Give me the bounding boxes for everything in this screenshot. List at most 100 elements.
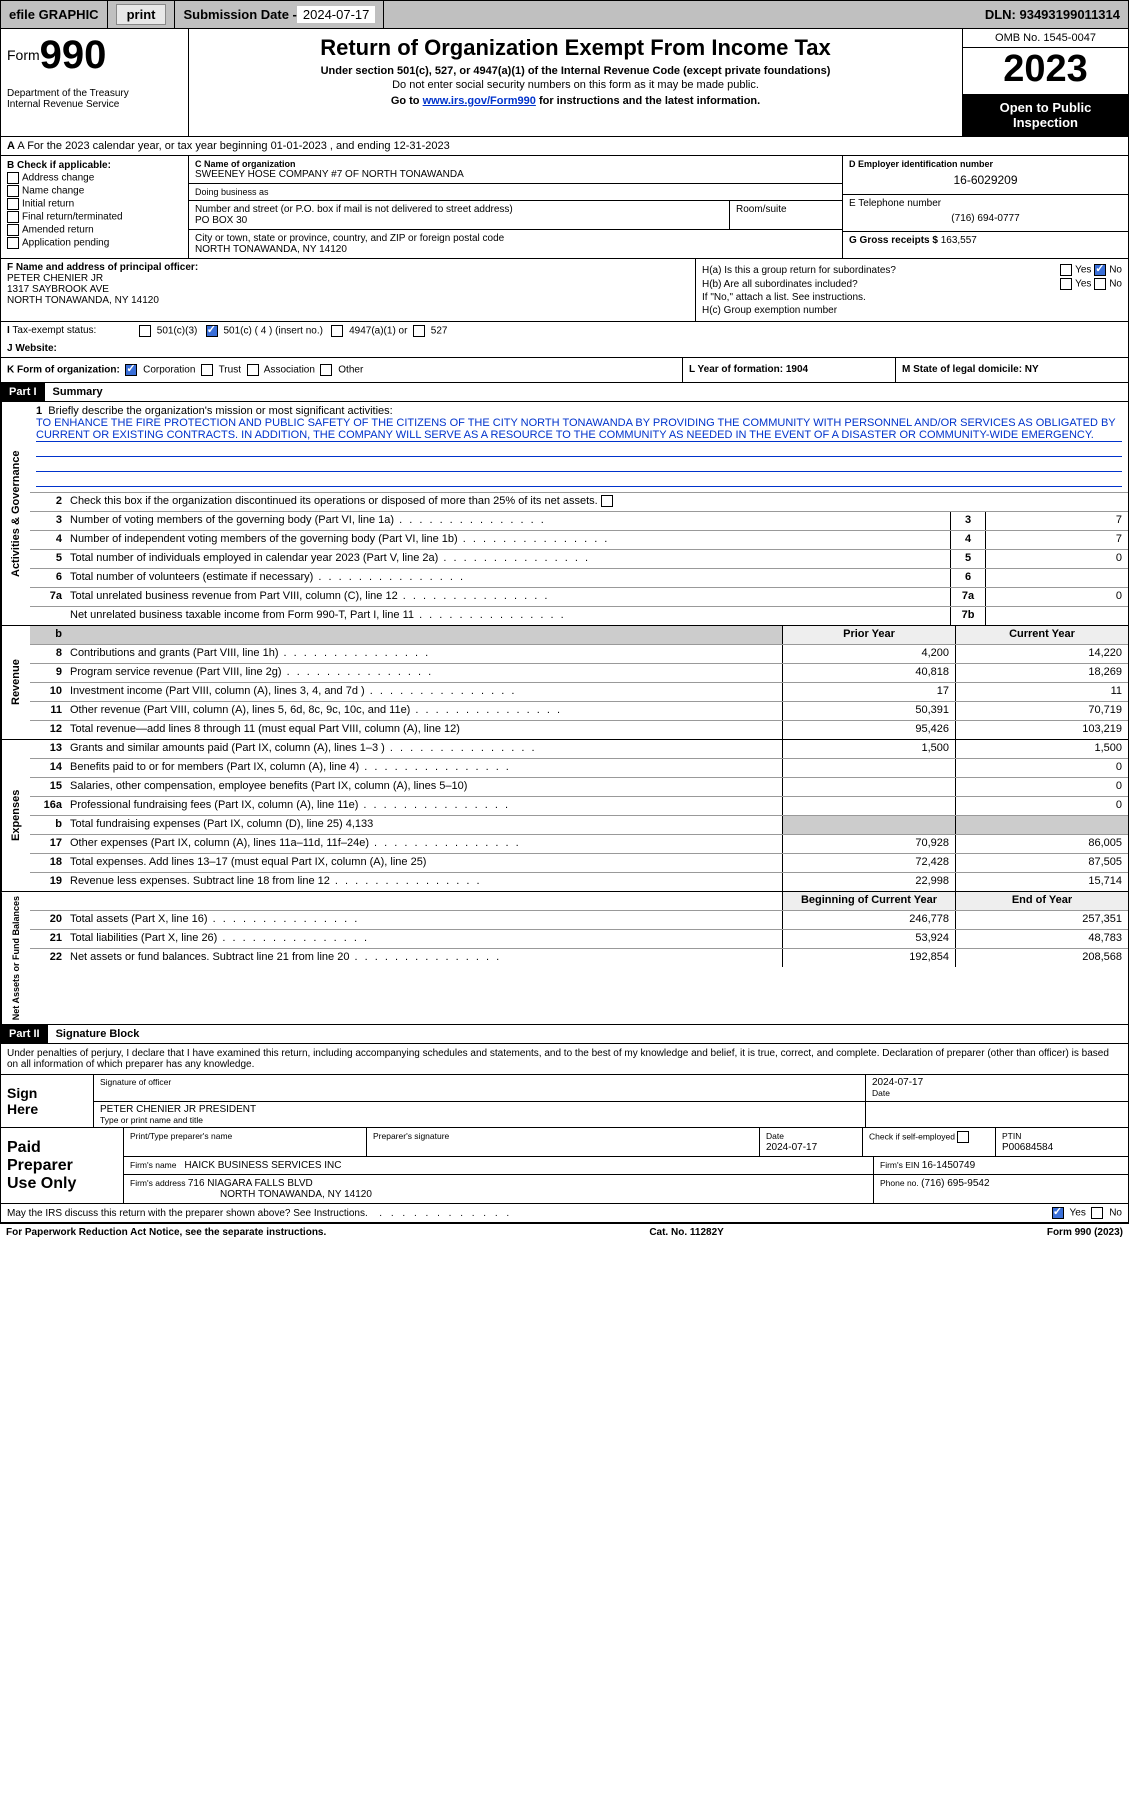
- gross-receipts: G Gross receipts $ 163,557: [843, 232, 1128, 249]
- open-to-public: Open to Public Inspection: [963, 94, 1128, 136]
- current-year-hdr: Current Year: [955, 626, 1128, 644]
- officer-name: PETER CHENIER JR: [7, 273, 689, 284]
- i-label: Tax-exempt status:: [12, 325, 96, 336]
- l16b: Total fundraising expenses (Part IX, col…: [66, 816, 782, 834]
- perjury-declaration: Under penalties of perjury, I declare th…: [1, 1044, 1128, 1075]
- dept-treasury: Department of the TreasuryInternal Reven…: [7, 88, 182, 110]
- c19: 15,714: [955, 873, 1128, 891]
- cb-self-employed[interactable]: [957, 1131, 969, 1143]
- l2: Check this box if the organization disco…: [66, 493, 1128, 511]
- sig-date-lbl: Date: [872, 1088, 890, 1098]
- addr-value: PO BOX 30: [195, 215, 723, 226]
- org-name-label: C Name of organization: [195, 159, 836, 169]
- state-domicile: M State of legal domicile: NY: [895, 358, 1128, 382]
- l7b: Net unrelated business taxable income fr…: [66, 607, 950, 625]
- ssn-warning: Do not enter social security numbers on …: [195, 79, 956, 91]
- tab-revenue: Revenue: [1, 626, 30, 739]
- form-title: Return of Organization Exempt From Incom…: [195, 35, 956, 61]
- ha-yes[interactable]: [1060, 264, 1072, 276]
- e21: 48,783: [955, 930, 1128, 948]
- phone-value: (716) 694-0777: [849, 209, 1122, 228]
- cb-501c3[interactable]: [139, 325, 151, 337]
- omb-number: OMB No. 1545-0047: [963, 29, 1128, 48]
- c11: 70,719: [955, 702, 1128, 720]
- b20: 246,778: [782, 911, 955, 929]
- l3: Number of voting members of the governin…: [66, 512, 950, 530]
- cb-trust[interactable]: [201, 364, 213, 376]
- l14: Benefits paid to or for members (Part IX…: [66, 759, 782, 777]
- b22: 192,854: [782, 949, 955, 967]
- v4: 7: [985, 531, 1128, 549]
- tax-year: 2023: [963, 48, 1128, 94]
- cb-other[interactable]: [320, 364, 332, 376]
- cb-assoc[interactable]: [247, 364, 259, 376]
- cb-corp[interactable]: [125, 364, 137, 376]
- org-name: SWEENEY HOSE COMPANY #7 OF NORTH TONAWAN…: [195, 169, 836, 180]
- l11: Other revenue (Part VIII, column (A), li…: [66, 702, 782, 720]
- form-header: Form990 Department of the TreasuryIntern…: [1, 29, 1128, 137]
- city-label: City or town, state or province, country…: [195, 233, 836, 244]
- c16a: 0: [955, 797, 1128, 815]
- cb-name-change[interactable]: [7, 185, 19, 197]
- prior-year-hdr: Prior Year: [782, 626, 955, 644]
- type-print-lbl: Type or print name and title: [100, 1115, 859, 1125]
- p12: 95,426: [782, 721, 955, 739]
- l5: Total number of individuals employed in …: [66, 550, 950, 568]
- row-a-tax-year: A A For the 2023 calendar year, or tax y…: [1, 137, 1128, 156]
- tab-governance: Activities & Governance: [1, 402, 30, 625]
- l1-label: Briefly describe the organization's miss…: [48, 405, 392, 417]
- c18: 87,505: [955, 854, 1128, 872]
- cb-4947[interactable]: [331, 325, 343, 337]
- cb-initial-return[interactable]: [7, 198, 19, 210]
- cb-501c[interactable]: [206, 325, 218, 337]
- ein-label: D Employer identification number: [849, 159, 1122, 169]
- v5: 0: [985, 550, 1128, 568]
- part2-header: Part II: [1, 1025, 48, 1043]
- cb-discontinued[interactable]: [601, 495, 613, 507]
- form-number: Form990: [7, 33, 182, 78]
- p8: 4,200: [782, 645, 955, 663]
- prep-date: 2024-07-17: [766, 1142, 817, 1153]
- c8: 14,220: [955, 645, 1128, 663]
- discuss-question: May the IRS discuss this return with the…: [7, 1208, 368, 1219]
- self-emp-lbl: Check if self-employed: [863, 1128, 996, 1156]
- discuss-yes[interactable]: [1052, 1207, 1064, 1219]
- l19: Revenue less expenses. Subtract line 18 …: [66, 873, 782, 891]
- website-value: [133, 340, 1128, 357]
- discuss-no[interactable]: [1091, 1207, 1103, 1219]
- cb-amended[interactable]: [7, 224, 19, 236]
- cb-527[interactable]: [413, 325, 425, 337]
- l21: Total liabilities (Part X, line 26): [66, 930, 782, 948]
- cb-final-return[interactable]: [7, 211, 19, 223]
- top-toolbar: efile GRAPHIC print Submission Date - 20…: [0, 0, 1129, 29]
- c15: 0: [955, 778, 1128, 796]
- part1-header: Part I: [1, 383, 45, 401]
- c9: 18,269: [955, 664, 1128, 682]
- efile-label: efile GRAPHIC: [1, 1, 108, 28]
- l12: Total revenue—add lines 8 through 11 (mu…: [66, 721, 782, 739]
- f-label: F Name and address of principal officer:: [7, 262, 689, 273]
- v6: [985, 569, 1128, 587]
- city-value: NORTH TONAWANDA, NY 14120: [195, 244, 836, 255]
- hb-yes[interactable]: [1060, 278, 1072, 290]
- p15: [782, 778, 955, 796]
- irs-link[interactable]: www.irs.gov/Form990: [423, 95, 536, 107]
- l18: Total expenses. Add lines 13–17 (must eq…: [66, 854, 782, 872]
- firm-ein: 16-1450749: [922, 1160, 975, 1171]
- prep-name-lbl: Print/Type preparer's name: [130, 1131, 232, 1141]
- hc-label: H(c) Group exemption number: [702, 305, 1122, 316]
- ha-label: H(a) Is this a group return for subordin…: [702, 265, 896, 276]
- l15: Salaries, other compensation, employee b…: [66, 778, 782, 796]
- firm-name: HAICK BUSINESS SERVICES INC: [184, 1160, 341, 1171]
- cb-app-pending[interactable]: [7, 237, 19, 249]
- e20: 257,351: [955, 911, 1128, 929]
- prep-sig-lbl: Preparer's signature: [373, 1131, 449, 1141]
- suite-label: Room/suite: [736, 204, 836, 215]
- print-button[interactable]: print: [116, 4, 167, 25]
- cb-address-change[interactable]: [7, 172, 19, 184]
- ha-no[interactable]: [1094, 264, 1106, 276]
- l7a: Total unrelated business revenue from Pa…: [66, 588, 950, 606]
- b21: 53,924: [782, 930, 955, 948]
- hb-no[interactable]: [1094, 278, 1106, 290]
- paid-preparer-label: PaidPreparerUse Only: [1, 1128, 124, 1203]
